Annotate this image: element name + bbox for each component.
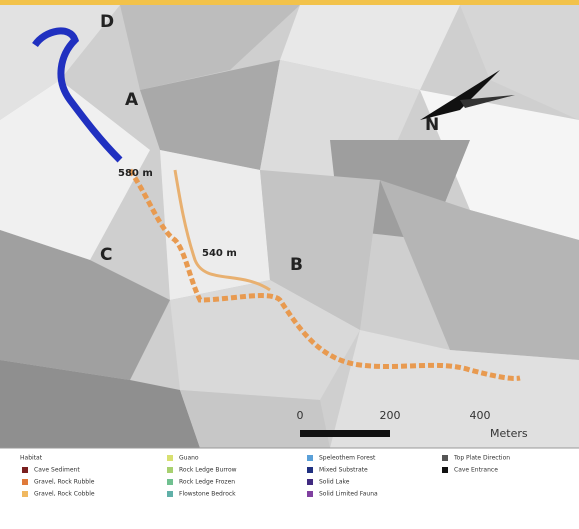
elevation-label: 540 m	[202, 248, 237, 259]
legend-label: Solid Limited Fauna	[319, 491, 378, 498]
legend-swatch	[22, 491, 28, 497]
legend-label: Cave Entrance	[454, 467, 498, 474]
legend-swatch	[442, 467, 448, 473]
cave-passage-branch	[173, 169, 271, 292]
legend-label: Rock Ledge Frozen	[179, 479, 235, 486]
legend-label: Rock Ledge Burrow	[179, 467, 237, 474]
legend-swatch	[307, 467, 313, 473]
site-label: B	[290, 255, 303, 275]
cave-passage-lower	[127, 168, 521, 381]
site-label: A	[125, 90, 139, 110]
legend-label: Cave Sediment	[34, 467, 80, 474]
legend-label: Mixed Substrate	[319, 467, 368, 474]
legend-swatch	[307, 479, 313, 485]
legend-label: Flowstone Bedrock	[179, 491, 236, 498]
scale-unit: Meters	[490, 427, 528, 440]
scale-tick-label: 400	[470, 409, 491, 422]
legend-label: Solid Lake	[319, 479, 350, 486]
elevation-label: 580 m	[118, 168, 153, 179]
site-label: C	[100, 245, 112, 265]
legend-swatch	[22, 479, 28, 485]
cave-passage-upper	[32, 27, 123, 163]
north-label: N	[425, 115, 439, 135]
terrain	[0, 0, 579, 448]
site-label: D	[100, 12, 114, 32]
legend-swatch	[167, 479, 173, 485]
legend-swatch	[167, 491, 173, 497]
legend-swatch	[307, 455, 313, 461]
scale-tick-label: 200	[380, 409, 401, 422]
scale-bar	[300, 430, 390, 437]
north-arrow: N	[420, 70, 515, 135]
legend-title: Habitat	[20, 455, 43, 462]
legend-swatch	[167, 467, 173, 473]
legend-swatch	[442, 455, 448, 461]
scale-tick-label: 0	[297, 409, 304, 422]
legend-swatch	[22, 467, 28, 473]
legend-label: Speleothem Forest	[319, 455, 376, 462]
legend-label: Gravel, Rock Cobble	[34, 491, 95, 498]
legend-label: Gravel, Rock Rubble	[34, 479, 95, 486]
legend-swatch	[307, 491, 313, 497]
legend-label: Guano	[179, 455, 199, 462]
legend-label: Top Plate Direction	[453, 455, 510, 462]
legend-swatch	[167, 455, 173, 461]
